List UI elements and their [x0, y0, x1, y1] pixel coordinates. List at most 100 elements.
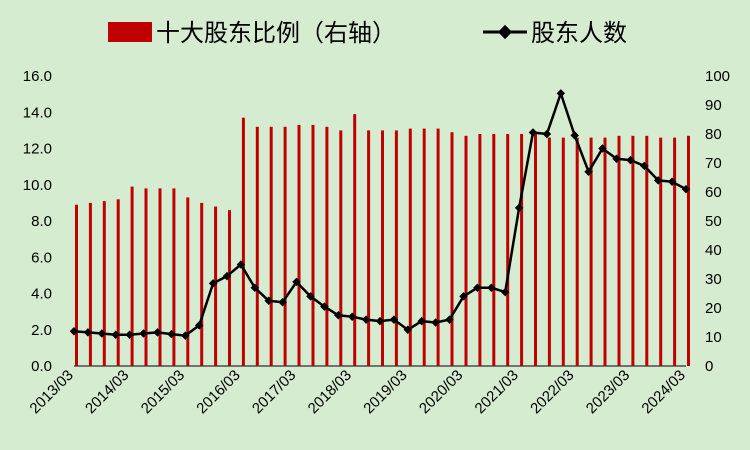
x-tick-label: 2018/03 — [305, 367, 355, 417]
line-point — [320, 302, 329, 311]
bar — [339, 130, 343, 366]
legend-line-marker — [497, 24, 513, 40]
right-tick-label: 80 — [705, 126, 722, 143]
x-tick-label: 2017/03 — [249, 367, 299, 417]
line-point — [487, 283, 496, 292]
bar — [325, 126, 329, 367]
bar — [520, 134, 524, 366]
line-point — [153, 328, 162, 337]
right-tick-label: 10 — [705, 329, 722, 346]
bar — [367, 130, 371, 366]
bar — [645, 135, 649, 366]
right-tick-label: 60 — [705, 184, 722, 201]
line-point — [389, 315, 399, 324]
line-point — [473, 283, 482, 292]
line-point — [334, 311, 343, 320]
bar — [75, 204, 78, 366]
bar — [575, 137, 579, 366]
x-tick-label: 2015/03 — [138, 367, 188, 417]
bar — [659, 137, 663, 366]
bar — [394, 130, 398, 366]
line-point — [292, 277, 301, 287]
right-tick-label: 0 — [705, 358, 713, 375]
line-point — [83, 328, 93, 337]
bar — [673, 137, 677, 366]
x-tick-label: 2020/03 — [416, 367, 466, 417]
line-series — [69, 89, 691, 340]
x-tick-label: 2022/03 — [527, 367, 577, 417]
x-tick-label: 2019/03 — [360, 367, 410, 417]
right-tick-label: 70 — [705, 155, 722, 172]
right-tick-label: 50 — [705, 213, 722, 230]
bar — [102, 201, 106, 366]
right-tick-label: 100 — [705, 68, 730, 85]
line-point — [431, 318, 440, 327]
bar — [492, 134, 496, 366]
bar — [88, 202, 92, 366]
line-point — [194, 321, 204, 330]
line-point — [264, 296, 273, 306]
right-tick-label: 90 — [705, 97, 722, 114]
x-tick-label: 2014/03 — [82, 367, 132, 417]
left-tick-label: 4.0 — [31, 286, 52, 303]
bar — [631, 135, 635, 366]
line-point — [69, 326, 79, 336]
line-point — [306, 292, 315, 301]
line-point — [97, 329, 107, 338]
legend-bar-label: 十大股东比例（右轴） — [156, 19, 396, 47]
line-point — [236, 260, 246, 269]
line-point — [181, 331, 190, 340]
bar — [353, 114, 357, 366]
bar-series — [75, 114, 690, 367]
bar — [186, 197, 190, 366]
bar — [603, 137, 607, 366]
left-tick-label: 0.0 — [31, 358, 52, 375]
line-path — [73, 92, 687, 337]
right-tick-label: 40 — [705, 242, 722, 259]
bar — [311, 124, 315, 367]
line-point — [500, 287, 510, 297]
line-point — [111, 330, 120, 339]
bar — [422, 128, 426, 366]
bar — [408, 128, 412, 366]
line-point — [403, 325, 413, 335]
left-tick-label: 6.0 — [31, 249, 52, 266]
line-point — [459, 292, 468, 301]
line-point — [222, 271, 232, 281]
line-point — [417, 316, 426, 326]
x-tick-label: 2016/03 — [193, 367, 243, 417]
line-point — [542, 129, 552, 139]
tick-labels: 0.0 2.0 4.0 6.0 8.0 10.0 12.0 14.0 16.0 0 10 20 30 40… — [23, 68, 730, 417]
line-point — [208, 279, 218, 288]
legend: 十大股东比例（右轴） 股东人数 — [108, 19, 627, 47]
left-tick-label: 14.0 — [23, 104, 52, 121]
legend-bar-swatch — [108, 22, 152, 42]
line-point — [139, 329, 148, 338]
bar — [200, 202, 204, 366]
bar — [241, 117, 245, 366]
x-tick-label: 2024/03 — [638, 367, 688, 417]
bar — [116, 199, 120, 367]
bar — [297, 124, 301, 367]
bar — [283, 126, 287, 367]
x-tick-label: 2023/03 — [583, 367, 633, 417]
bar — [228, 210, 231, 366]
right-tick-label: 20 — [705, 300, 722, 317]
bar — [687, 135, 690, 366]
line-point — [278, 297, 287, 307]
legend-line-label: 股东人数 — [531, 19, 627, 47]
left-tick-label: 16.0 — [23, 68, 52, 85]
left-tick-label: 8.0 — [31, 213, 52, 230]
left-tick-label: 12.0 — [23, 141, 52, 158]
bar — [589, 137, 593, 366]
bar — [214, 206, 218, 366]
bar — [450, 132, 454, 366]
line-point — [167, 329, 176, 339]
right-tick-label: 30 — [705, 271, 722, 288]
bar — [436, 128, 440, 366]
bar — [172, 188, 176, 366]
left-tick-label: 10.0 — [23, 177, 52, 194]
line-point — [445, 315, 454, 324]
line-point — [375, 316, 385, 326]
